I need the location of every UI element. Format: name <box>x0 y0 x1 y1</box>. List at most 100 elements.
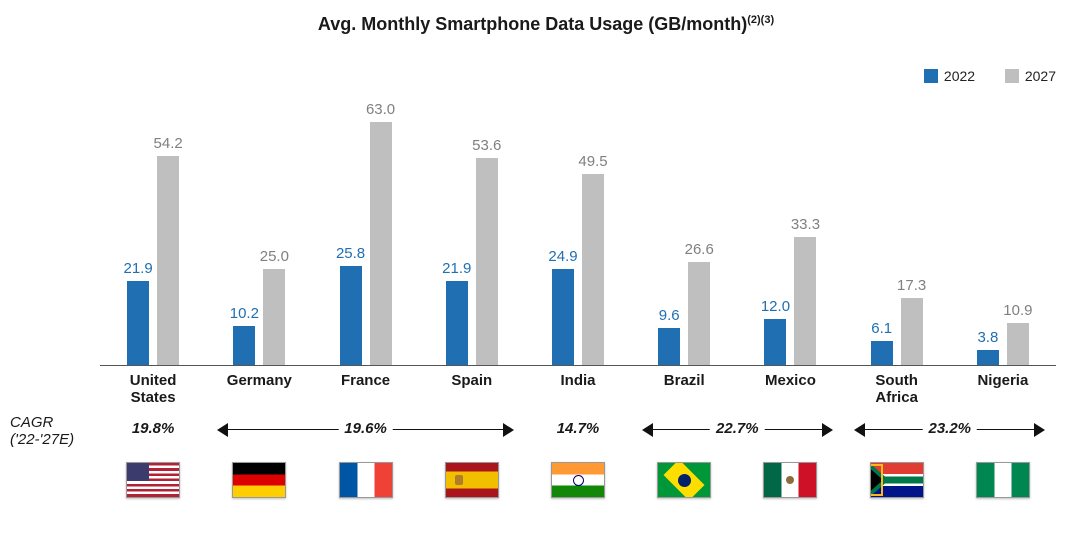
cagr-value: 23.2% <box>922 420 977 437</box>
flag-za-icon <box>870 462 924 498</box>
flag-mx-icon <box>763 462 817 498</box>
flag-es-icon <box>445 462 499 498</box>
cagr-group: 22.7% <box>644 420 831 444</box>
flag-fr-icon <box>339 462 393 498</box>
bar-value-2022: 25.8 <box>336 245 365 262</box>
flag-slot <box>209 462 309 498</box>
bar-2022: 9.6 <box>658 328 680 365</box>
bar-2027: 26.6 <box>688 262 710 365</box>
bar-2027: 53.6 <box>476 158 498 365</box>
category-labels-row: UnitedStatesGermanyFranceSpainIndiaBrazi… <box>100 372 1056 412</box>
bar-2027: 25.0 <box>263 269 285 365</box>
bar-group: 24.9 49.5 <box>528 95 628 365</box>
category-label: France <box>316 372 416 389</box>
bar-group: 9.6 26.6 <box>634 95 734 365</box>
bar-value-2027: 63.0 <box>366 101 395 118</box>
bar-value-2022: 10.2 <box>230 305 259 322</box>
cagr-value: 19.8% <box>126 420 181 437</box>
bar-2022: 24.9 <box>552 269 574 365</box>
cagr-axis-label: CAGR('22-'27E) <box>10 414 74 448</box>
category-label: Spain <box>422 372 522 389</box>
bar-value-2022: 9.6 <box>659 307 680 324</box>
bar-value-2027: 54.2 <box>154 135 183 152</box>
bar-value-2022: 21.9 <box>442 260 471 277</box>
legend-label-2027: 2027 <box>1025 68 1056 84</box>
legend-swatch-2027 <box>1005 69 1019 83</box>
bar-group: 3.8 10.9 <box>953 95 1053 365</box>
bar-2022: 25.8 <box>340 266 362 366</box>
flag-slot <box>528 462 628 498</box>
flag-slot <box>740 462 840 498</box>
chart-title: Avg. Monthly Smartphone Data Usage (GB/m… <box>0 14 1092 35</box>
category-label: Brazil <box>634 372 734 389</box>
arrow-right-icon <box>1034 423 1045 437</box>
arrow-right-icon <box>503 423 514 437</box>
cagr-value: 14.7% <box>551 420 606 437</box>
chart-title-sup: (2)(3) <box>747 14 774 26</box>
chart-page: Avg. Monthly Smartphone Data Usage (GB/m… <box>0 0 1092 538</box>
bar-2027: 33.3 <box>794 237 816 365</box>
arrow-left-icon <box>217 423 228 437</box>
bar-value-2027: 26.6 <box>685 241 714 258</box>
cagr-group: 14.7% <box>538 420 619 444</box>
bar-2022: 21.9 <box>127 281 149 365</box>
flag-br-icon <box>657 462 711 498</box>
bar-value-2027: 17.3 <box>897 277 926 294</box>
flag-slot <box>634 462 734 498</box>
flag-us-icon <box>126 462 180 498</box>
category-label: Nigeria <box>953 372 1053 389</box>
cagr-value: 22.7% <box>710 420 765 437</box>
arrow-right-icon <box>822 423 833 437</box>
arrow-left-icon <box>642 423 653 437</box>
category-label: Germany <box>209 372 309 389</box>
bar-value-2027: 33.3 <box>791 216 820 233</box>
bar-group: 12.033.3 <box>740 95 840 365</box>
bar-2022: 3.8 <box>977 350 999 365</box>
flag-slot <box>103 462 203 498</box>
bar-value-2022: 3.8 <box>977 329 998 346</box>
bar-2022: 12.0 <box>764 319 786 365</box>
bar-2022: 21.9 <box>446 281 468 365</box>
bar-value-2022: 6.1 <box>871 320 892 337</box>
bar-value-2022: 12.0 <box>761 298 790 315</box>
bar-value-2027: 49.5 <box>578 153 607 170</box>
bar-2027: 49.5 <box>582 174 604 365</box>
flag-de-icon <box>232 462 286 498</box>
bar-2027: 17.3 <box>901 298 923 365</box>
bar-group: 21.9 53.6 <box>422 95 522 365</box>
bar-group: 10.225.0 <box>209 95 309 365</box>
category-label: UnitedStates <box>103 372 203 406</box>
bar-value-2027: 53.6 <box>472 137 501 154</box>
bar-value-2027: 10.9 <box>1003 302 1032 319</box>
cagr-group: 19.8% <box>113 420 194 444</box>
bar-value-2022: 21.9 <box>124 260 153 277</box>
cagr-value: 19.6% <box>338 420 393 437</box>
legend-swatch-2022 <box>924 69 938 83</box>
flag-in-icon <box>551 462 605 498</box>
bar-2022: 6.1 <box>871 341 893 365</box>
flag-slot <box>847 462 947 498</box>
arrow-left-icon <box>854 423 865 437</box>
flag-slot <box>953 462 1053 498</box>
flags-row <box>100 462 1056 512</box>
bar-2022: 10.2 <box>233 326 255 365</box>
bar-group: 21.954.2 <box>103 95 203 365</box>
bar-group: 6.1 17.3 <box>847 95 947 365</box>
cagr-row: CAGR('22-'27E) 19.8%19.6%14.7%22.7%23.2% <box>0 420 1092 460</box>
bar-2027: 63.0 <box>370 122 392 365</box>
category-label: SouthAfrica <box>847 372 947 406</box>
bar-groups-container: 21.954.210.225.025.863.021.953.624.949.5… <box>100 95 1056 366</box>
chart-title-text: Avg. Monthly Smartphone Data Usage (GB/m… <box>318 14 747 34</box>
flag-ng-icon <box>976 462 1030 498</box>
bar-value-2022: 24.9 <box>548 248 577 265</box>
bar-value-2027: 25.0 <box>260 248 289 265</box>
cagr-group: 19.6% <box>219 420 512 444</box>
flag-slot <box>316 462 416 498</box>
legend: 2022 2027 <box>924 68 1056 84</box>
cagr-group: 23.2% <box>856 420 1043 444</box>
plot-area: 21.954.210.225.025.863.021.953.624.949.5… <box>100 95 1056 365</box>
bar-group: 25.8 63.0 <box>316 95 416 365</box>
category-label: Mexico <box>740 372 840 389</box>
flag-slot <box>422 462 522 498</box>
bar-2027: 54.2 <box>157 156 179 365</box>
